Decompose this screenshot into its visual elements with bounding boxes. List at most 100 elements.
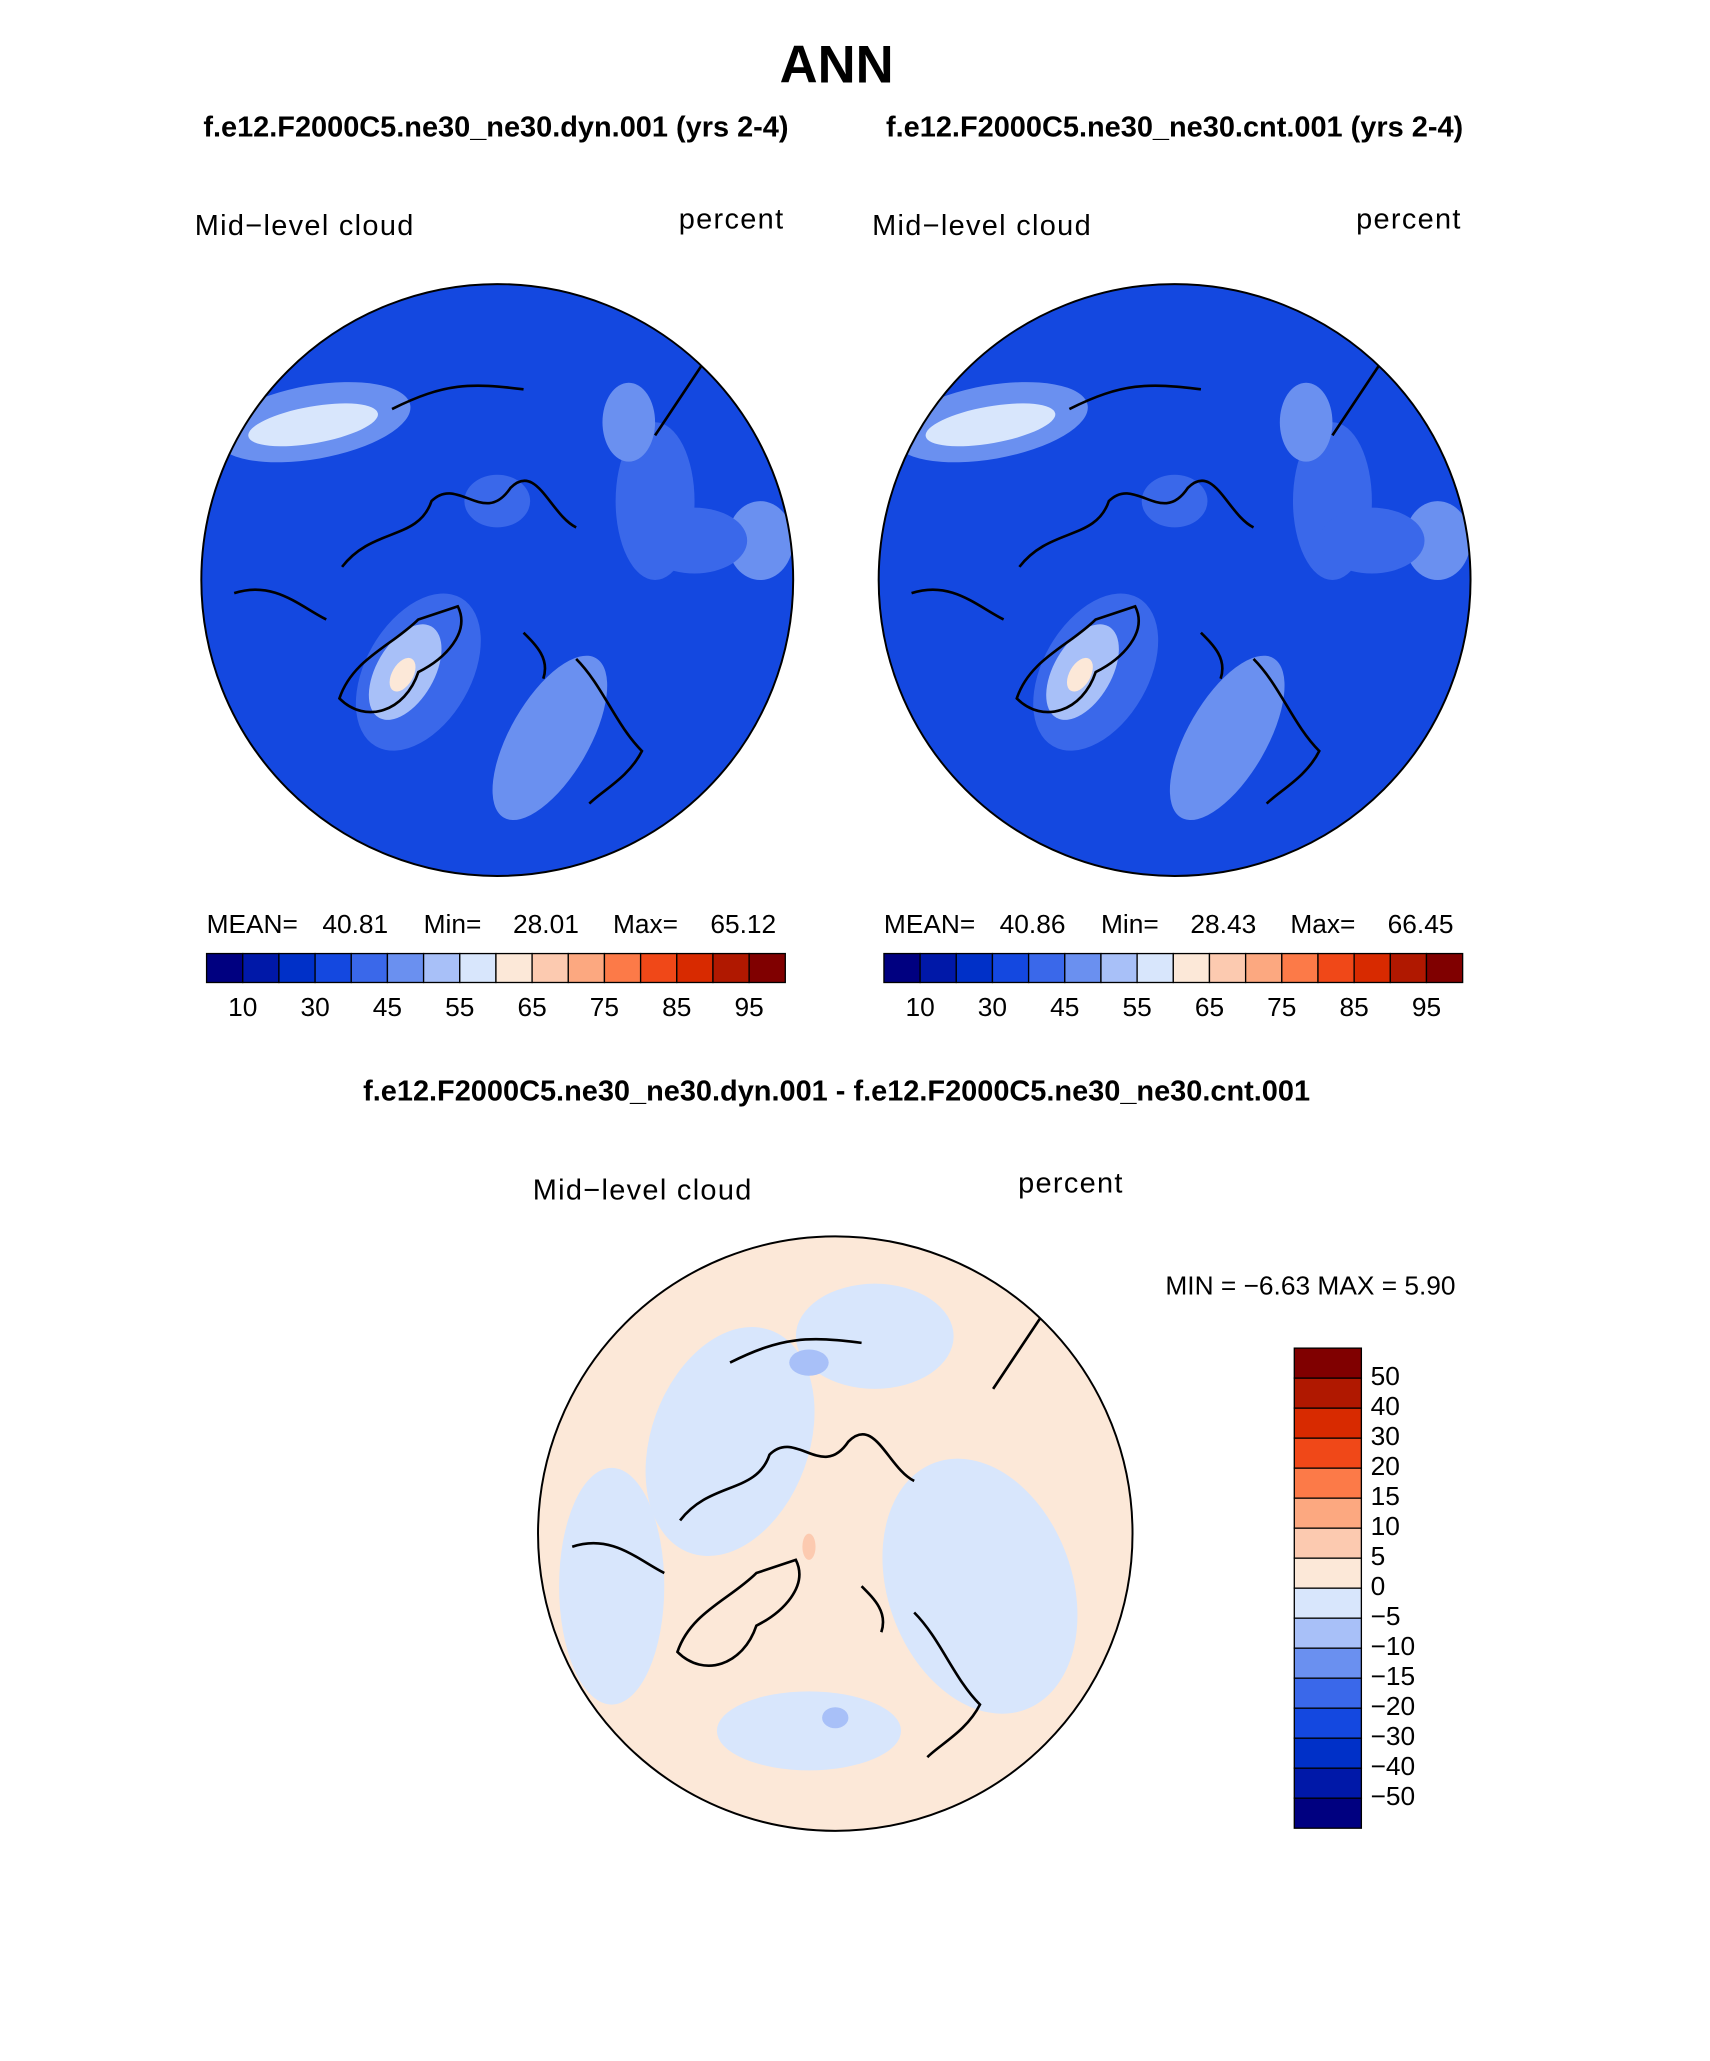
- contour-region: [641, 507, 748, 574]
- contour-region: [492, 655, 608, 820]
- colorbar-box: [883, 952, 921, 984]
- stat-text: Max=: [1290, 909, 1355, 939]
- colorbar-box: [639, 952, 678, 984]
- colorbar-label: 15: [1371, 1481, 1400, 1511]
- panel-left-label: Mid−level cloud: [195, 210, 415, 242]
- panel-right-label: percent: [1018, 1168, 1124, 1200]
- contour-region: [802, 1533, 816, 1560]
- contour-region: [1169, 655, 1285, 820]
- case-name: f.e12.F2000C5.ne30_ne30.dyn.001 (yrs 2-4…: [203, 112, 788, 144]
- colorbar-box: [1293, 1647, 1363, 1679]
- colorbar-label: 55: [445, 992, 474, 1022]
- colorbar-box: [459, 952, 497, 984]
- colorbar-label: 10: [1371, 1511, 1400, 1541]
- contour-region: [1066, 657, 1093, 692]
- colorbar-box: [1293, 1737, 1363, 1769]
- colorbar-label: −30: [1371, 1721, 1416, 1751]
- stat-text: 65.12: [710, 909, 776, 939]
- colorbar-box: [1293, 1497, 1363, 1529]
- colorbar-label: 30: [1371, 1421, 1400, 1451]
- contour-region: [559, 1467, 665, 1705]
- contour-region: [716, 1691, 902, 1771]
- colorbar-label: 65: [517, 992, 546, 1022]
- colorbar-box: [1293, 1437, 1363, 1469]
- colorbar-label: −10: [1371, 1631, 1416, 1661]
- colorbar-box: [1293, 1557, 1363, 1589]
- colorbar-label: 75: [590, 992, 619, 1022]
- colorbar-label: −5: [1371, 1601, 1401, 1631]
- polar-map: [538, 1236, 1133, 1831]
- contour-region: [727, 501, 794, 581]
- colorbar-label: 45: [1050, 992, 1079, 1022]
- stat-text: Min=: [424, 909, 482, 939]
- colorbar-box: [1389, 952, 1428, 984]
- colorbar-label: 10: [905, 992, 934, 1022]
- colorbar-box: [1317, 952, 1355, 984]
- contour-region: [248, 403, 378, 447]
- polar-map: [878, 284, 1471, 876]
- colorbar-label: −15: [1371, 1661, 1416, 1691]
- colorbar-box: [531, 952, 569, 984]
- colorbar-label: 40: [1371, 1391, 1400, 1421]
- colorbar-box: [1064, 952, 1102, 984]
- polar-map: [201, 284, 794, 876]
- colorbar-label: 50: [1371, 1361, 1400, 1391]
- contour-region: [789, 1349, 829, 1376]
- colorbar-box: [1293, 1467, 1363, 1499]
- colorbar-box: [278, 952, 316, 984]
- colorbar-box: [495, 952, 533, 984]
- colorbar-label: −40: [1371, 1751, 1416, 1781]
- stat-text: 40.81: [322, 909, 388, 939]
- colorbar-box: [567, 952, 606, 984]
- title: ANN: [780, 35, 894, 94]
- colorbar-label: 5: [1371, 1541, 1386, 1571]
- colorbar-label: 0: [1371, 1571, 1386, 1601]
- colorbar-label: 20: [1371, 1451, 1400, 1481]
- colorbar-box: [314, 952, 352, 984]
- colorbar-label: 95: [1412, 992, 1441, 1022]
- colorbar-box: [603, 952, 642, 984]
- contour-region: [1319, 507, 1425, 574]
- contour-region: [1404, 501, 1471, 581]
- colorbar-box: [1425, 952, 1464, 984]
- colorbar-box: [350, 952, 389, 984]
- stat-text: MIN = −6.63 MAX = 5.90: [1165, 1271, 1455, 1301]
- stat-text: 28.01: [513, 909, 579, 939]
- colorbar-box: [1293, 1587, 1363, 1619]
- colorbar-label: 55: [1122, 992, 1151, 1022]
- colorbar-box: [919, 952, 957, 984]
- colorbar-label: 30: [300, 992, 329, 1022]
- contour-region: [822, 1707, 849, 1729]
- colorbar-box: [1172, 952, 1211, 984]
- map-border: [200, 283, 795, 877]
- colorbar-box: [1027, 952, 1066, 984]
- colorbar-box: [1353, 952, 1391, 984]
- colorbar-label: 10: [228, 992, 257, 1022]
- contour-region: [1279, 382, 1333, 462]
- colorbar-box: [712, 952, 750, 984]
- colorbar-label: 85: [662, 992, 691, 1022]
- case-name: f.e12.F2000C5.ne30_ne30.cnt.001 (yrs 2-4…: [886, 112, 1463, 144]
- colorbar-box: [1293, 1767, 1363, 1799]
- colorbar-label: 95: [734, 992, 763, 1022]
- colorbar-box: [242, 952, 280, 984]
- panel-left-label: Mid−level cloud: [533, 1174, 753, 1206]
- colorbar-box: [1293, 1707, 1363, 1739]
- colorbar-label: 65: [1195, 992, 1224, 1022]
- colorbar-label: 45: [373, 992, 402, 1022]
- colorbar-box: [1293, 1407, 1363, 1439]
- stat-text: Min=: [1101, 909, 1159, 939]
- colorbar-label: 85: [1340, 992, 1369, 1022]
- colorbar-box: [1293, 1797, 1363, 1829]
- contour-region: [882, 1458, 1078, 1714]
- contour-region: [645, 1327, 815, 1556]
- colorbar-box: [1244, 952, 1283, 984]
- stat-text: MEAN=: [207, 909, 298, 939]
- colorbar-label: 30: [978, 992, 1007, 1022]
- colorbar-box: [1293, 1377, 1363, 1409]
- colorbar-box: [205, 952, 244, 984]
- colorbar-box: [386, 952, 425, 984]
- contour-region: [925, 403, 1056, 447]
- stat-text: MEAN=: [884, 909, 975, 939]
